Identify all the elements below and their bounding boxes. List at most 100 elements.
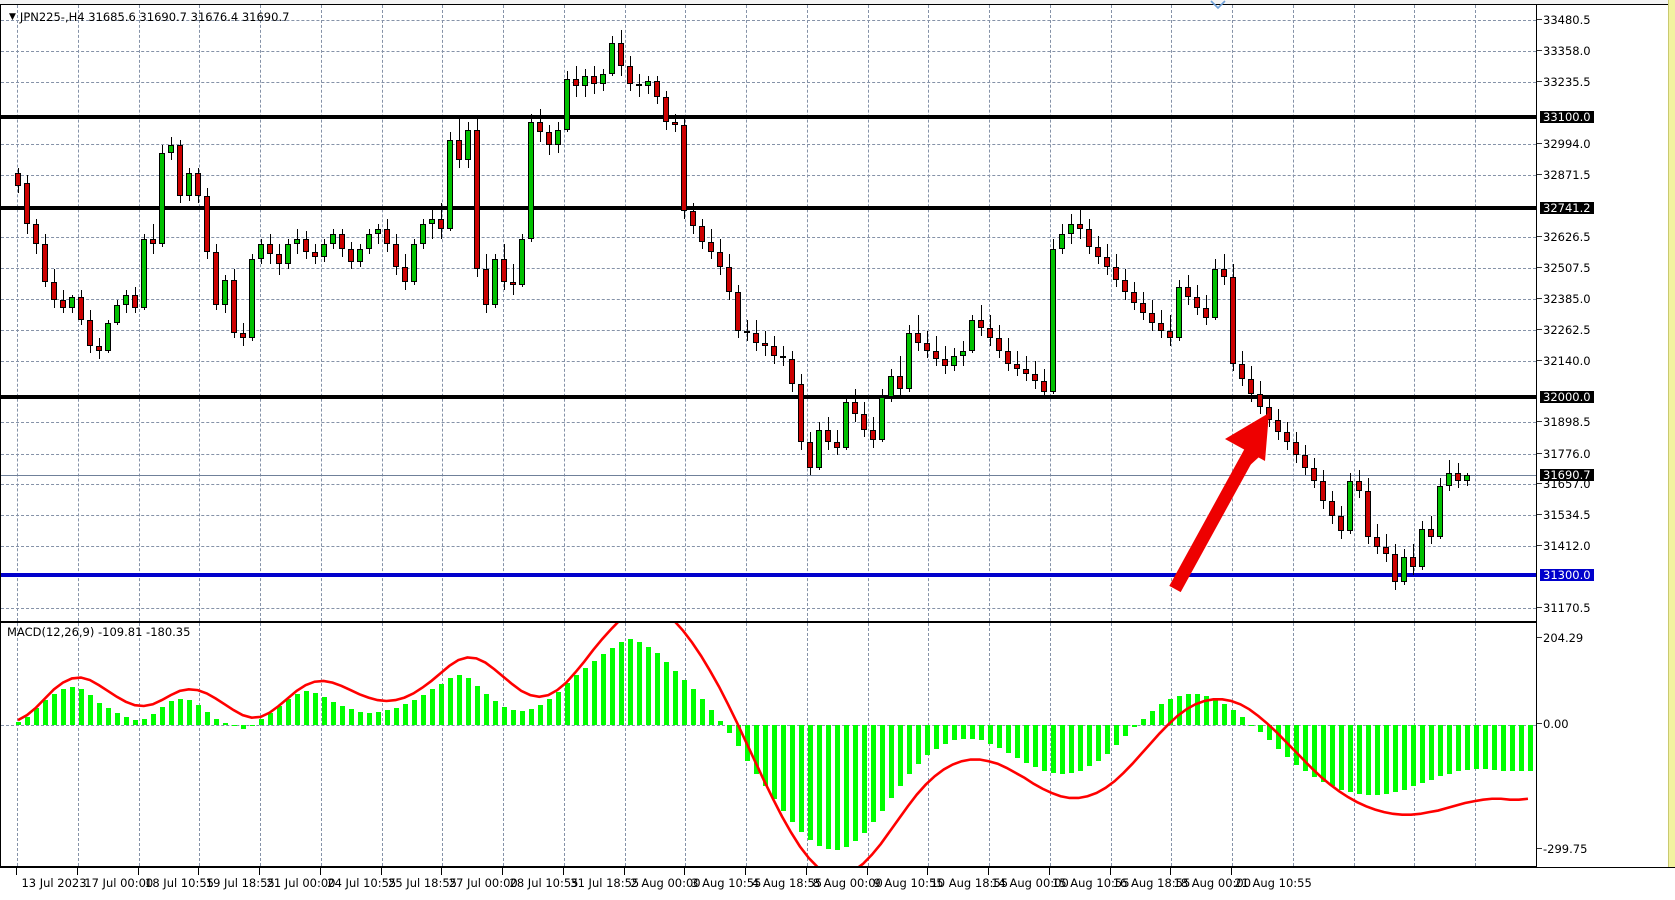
candle-body [1131, 292, 1137, 303]
candle-body [1176, 287, 1182, 339]
macd-histogram-bar [168, 701, 174, 725]
grid-line-vertical [685, 623, 687, 866]
candle-body [321, 244, 327, 257]
grid-line-horizontal [1, 453, 1536, 455]
macd-histogram-bar [1131, 724, 1137, 728]
right-scale-strip[interactable] [1668, 0, 1675, 867]
macd-histogram-bar [834, 724, 840, 850]
candle-body [159, 152, 165, 245]
candle-body [348, 249, 354, 262]
macd-histogram-bar [429, 689, 435, 725]
grid-line-vertical [989, 5, 990, 621]
macd-histogram-bar [1347, 724, 1353, 793]
grid-line-horizontal [1, 329, 1536, 331]
macd-histogram-bar [1086, 724, 1092, 767]
candle-body [591, 76, 597, 84]
candle-body [789, 358, 795, 384]
price-chart-panel[interactable]: ▼ JPN225-,H4 31685.6 31690.7 31676.4 3169… [0, 4, 1537, 622]
macd-histogram-bar [1095, 724, 1101, 761]
time-axis[interactable]: 13 Jul 2023 17 Jul 00:00 18 Jul 10:55 19 Ju… [0, 867, 1675, 900]
macd-histogram-bar [1365, 724, 1371, 795]
candle-body [483, 269, 489, 306]
macd-histogram-bar [1509, 724, 1515, 772]
candle-body [1185, 287, 1191, 298]
macd-histogram-bar [411, 700, 417, 725]
grid-line-horizontal [1, 422, 1536, 424]
macd-histogram-bar [1032, 724, 1038, 768]
grid-line-horizontal [1, 546, 1536, 548]
price-axis-label: 32385.0 [1537, 293, 1591, 305]
time-axis-label: 16 Aug 18:55 [1112, 876, 1191, 890]
candle-body [942, 358, 948, 367]
macd-histogram-bar [843, 724, 849, 847]
macd-axis[interactable]: 204.29 0.00 -299.75 [1537, 622, 1675, 867]
candle-body [978, 320, 984, 328]
time-axis-tick [502, 868, 503, 875]
macd-histogram-bar [546, 699, 552, 725]
macd-histogram-bar [1104, 724, 1110, 754]
grid-line-horizontal [1, 20, 1536, 22]
grid-line-vertical [138, 5, 140, 621]
macd-histogram-bar [1140, 718, 1146, 725]
axis-tick [1537, 174, 1542, 175]
candle-body [771, 345, 777, 356]
grid-line-vertical [867, 623, 869, 866]
macd-histogram-bar [366, 712, 372, 725]
axis-tick [1537, 452, 1542, 454]
candle-body [708, 241, 714, 252]
chevron-down-icon[interactable] [1210, 0, 1226, 9]
time-axis-label: 19 Jul 18:55 [205, 876, 275, 890]
macd-histogram-bar [798, 724, 804, 832]
axis-tick [1537, 606, 1542, 608]
grid-line-vertical [563, 623, 565, 866]
macd-histogram-bar [1437, 724, 1443, 777]
time-axis-label: 4 Aug 18:55 [751, 876, 823, 890]
macd-histogram-bar [789, 724, 795, 822]
macd-histogram-bar [600, 654, 606, 725]
macd-histogram-bar [1374, 724, 1380, 795]
grid-line-vertical [320, 5, 322, 621]
time-axis-label: 9 Aug 10:55 [873, 876, 944, 890]
grid-line-horizontal [1, 515, 1536, 517]
candle-body [888, 376, 894, 397]
time-axis-tick [1170, 868, 1172, 875]
time-axis-label: 18 Jul 10:55 [145, 876, 214, 890]
candle-body [672, 121, 678, 125]
macd-histogram-bar [1293, 724, 1299, 765]
candle-body [573, 78, 579, 87]
time-axis-tick [319, 868, 321, 875]
macd-indicator-panel[interactable]: MACD(12,26,9) -109.81 -180.35 [0, 622, 1537, 867]
macd-histogram-bar [627, 639, 633, 725]
price-axis-label: 31534.5 [1537, 509, 1591, 521]
grid-line-vertical [989, 623, 990, 866]
macd-histogram-bar [186, 700, 192, 725]
candle-body [537, 121, 543, 133]
candle-body [528, 121, 534, 239]
candle-body [861, 414, 867, 430]
macd-histogram-bar [537, 705, 543, 725]
candle-wick [837, 429, 838, 456]
candle-body [258, 244, 264, 260]
time-axis-tick [16, 868, 17, 875]
macd-histogram-bar [1500, 724, 1506, 771]
macd-histogram-bar [294, 693, 300, 725]
candle-body [690, 211, 696, 227]
candle-body [87, 320, 93, 346]
candle-body [1221, 269, 1227, 278]
macd-histogram-bar [1401, 724, 1407, 790]
price-axis[interactable]: 33480.5 33358.0 33235.5 33100.0 32994.0 32871… [1537, 4, 1675, 622]
time-axis-tick [441, 868, 443, 875]
candle-body [105, 322, 111, 351]
candle-body [204, 195, 210, 252]
axis-tick [1537, 236, 1542, 238]
macd-histogram-bar [591, 660, 597, 725]
grid-line-horizontal [1, 82, 1536, 84]
candle-body [1203, 307, 1209, 318]
price-axis-label: 32262.5 [1537, 324, 1591, 336]
macd-histogram-bar [1392, 724, 1398, 793]
chevron-down-icon[interactable]: ▼ [9, 12, 16, 22]
candle-body [582, 76, 588, 87]
price-axis-label: 31690.7 [1540, 469, 1594, 482]
grid-line-vertical [624, 5, 626, 621]
candle-body [1302, 455, 1308, 468]
